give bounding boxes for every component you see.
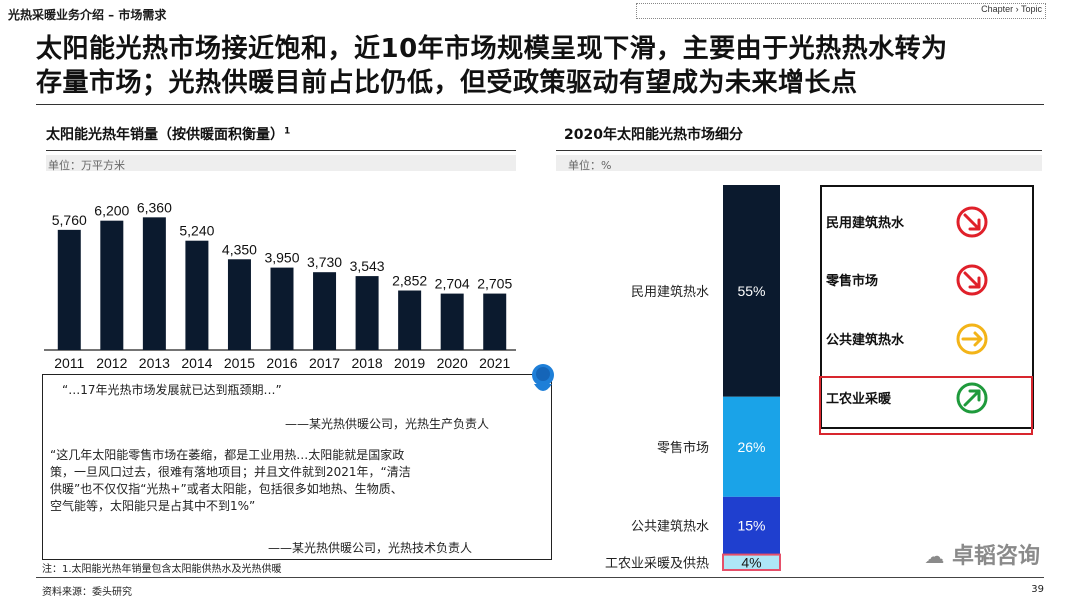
segment-bar (723, 496, 780, 555)
x-tick-label: 2020 (437, 355, 468, 371)
bar-value-label: 3,730 (307, 254, 342, 270)
segment-category-label: 工农业采暖及供热 (605, 555, 709, 570)
headline-line-1: 太阳能光热市场接近饱和，近10年市场规模呈现下滑，主要由于光热热水转为 (36, 34, 948, 64)
watermark-text: 卓韬咨询 (951, 544, 1040, 569)
quote-1-source: ——某光热供暖公司，光热生产负责人 (285, 417, 490, 431)
segment-bar (723, 185, 780, 397)
arrow-down-right-icon (955, 263, 989, 297)
quote-2-line-3: 供暖”也不仅仅指“光热+”或者太阳能，包括很多如地热、生物质、 (50, 482, 403, 496)
legend-label: 公共建筑热水 (826, 333, 905, 348)
bar-2014 (185, 240, 209, 350)
x-tick-label: 2016 (266, 355, 297, 371)
bar-2019 (398, 290, 422, 350)
segment-category-label: 民用建筑热水 (631, 284, 709, 299)
quote-box (42, 374, 552, 560)
legend-label: 零售市场 (826, 274, 879, 289)
left-unit-bar (46, 155, 516, 171)
left-panel-title: 太阳能光热年销量（按供暖面积衡量）1 (46, 124, 290, 144)
segment-value-label: 4% (741, 554, 761, 570)
quote-2-line-1: “这几年太阳能零售市场在萎缩，都是工业用热…太阳能就是国家政 (50, 448, 405, 462)
headline-divider (36, 104, 1044, 105)
bar-2018 (355, 276, 379, 350)
x-tick-label: 2018 (352, 355, 383, 371)
arrow-down-right-icon (955, 205, 989, 239)
quote-2: “这几年太阳能零售市场在萎缩，都是工业用热…太阳能就是国家政 策，一旦风口过去，… (50, 447, 545, 515)
x-tick-label: 2017 (309, 355, 340, 371)
footnote-marker: 1 (284, 126, 291, 137)
market-segment-chart: 55% 民用建筑热水 26% 零售市场 15% 公共建筑热水 4% 工农业采暖及供热 (605, 185, 781, 572)
annual-sales-chart: 5,760 2011 6,200 2012 6,360 2013 5,240 2014 4,35… (44, 199, 516, 371)
segment-value-label: 15% (737, 518, 765, 534)
page-number: 39 (1031, 584, 1044, 595)
speaker-icon (528, 362, 558, 396)
bar-value-label: 2,705 (477, 276, 512, 292)
segment-value-label: 26% (737, 439, 765, 455)
bar-value-label: 2,704 (435, 276, 470, 292)
x-tick-label: 2021 (479, 355, 510, 371)
bar-value-label: 5,760 (52, 212, 87, 228)
headline: 太阳能光热市场接近饱和，近10年市场规模呈现下滑，主要由于光热热水转为 存量市场… (36, 32, 1046, 100)
section-title: 光热采暖业务介绍 – 市场需求 (8, 8, 167, 22)
bar-value-label: 6,360 (137, 199, 172, 215)
legend-label: 工农业采暖 (826, 392, 892, 407)
chapter-box (636, 3, 1046, 19)
quote-2-line-2: 策，一旦风口过去，很难有落地项目；并且文件就到2021年，“清洁 (50, 465, 411, 479)
bar-value-label: 3,950 (264, 250, 299, 266)
left-panel-title-text: 太阳能光热年销量（按供暖面积衡量） (46, 127, 284, 143)
bar-value-label: 2,852 (392, 273, 427, 289)
x-tick-label: 2015 (224, 355, 255, 371)
segment-bar (723, 396, 780, 497)
headline-line-2: 存量市场；光热供暖目前占比仍低，但受政策驱动有望成为未来增长点 (36, 68, 858, 98)
chapter-label: Chapter › Topic (981, 4, 1042, 14)
source-note: 资料来源：委头研究 (42, 587, 132, 598)
arrow-up-right-icon (955, 381, 989, 415)
footnote: 注：1.太阳能光热年销量包含太阳能供热水及光热供暖 (42, 564, 282, 575)
bar-2015 (227, 259, 251, 350)
right-unit-bar (556, 155, 1042, 171)
bar-2017 (313, 272, 337, 350)
right-unit-label: 单位：% (568, 159, 612, 172)
quote-2-source: ——某光热供暖公司，光热技术负责人 (268, 541, 473, 555)
wechat-icon: ☁ (924, 544, 945, 568)
footer-divider (36, 577, 1044, 578)
x-tick-label: 2014 (181, 355, 212, 371)
bar-value-label: 6,200 (94, 203, 129, 219)
highlight-rect (819, 376, 1033, 435)
right-panel-title: 2020年太阳能光热市场细分 (564, 127, 743, 143)
right-panel-divider (556, 150, 1042, 151)
segment-bar (722, 553, 781, 572)
trend-legend (820, 185, 1034, 429)
quote-1-text: “…17年光热市场发展就已达到瓶颈期…” (62, 383, 282, 397)
bar-2020 (440, 293, 464, 350)
quote-1: “…17年光热市场发展就已达到瓶颈期…” (62, 382, 282, 399)
x-tick-label: 2012 (96, 355, 127, 371)
bar-2013 (142, 217, 166, 350)
left-unit-label: 单位：万平方米 (48, 159, 125, 172)
x-tick-label: 2019 (394, 355, 425, 371)
legend-label: 民用建筑热水 (826, 216, 905, 231)
quote-2-line-4: 空气能等，太阳能只是占其中不到1%” (50, 499, 256, 513)
bar-value-label: 3,543 (350, 258, 385, 274)
bar-2021 (483, 293, 507, 350)
bar-2011 (57, 229, 81, 350)
segment-category-label: 公共建筑热水 (631, 519, 709, 534)
x-tick-label: 2011 (54, 355, 84, 371)
bar-2012 (100, 220, 124, 350)
x-tick-label: 2013 (139, 355, 170, 371)
bar-value-label: 4,350 (222, 241, 257, 257)
bar-2016 (270, 267, 294, 350)
left-panel-divider (46, 150, 516, 151)
arrow-right-icon (955, 322, 989, 356)
bar-value-label: 5,240 (179, 223, 214, 239)
segment-category-label: 零售市场 (657, 440, 709, 455)
segment-value-label: 55% (737, 283, 765, 299)
watermark: ☁ 卓韬咨询 (924, 538, 1040, 570)
